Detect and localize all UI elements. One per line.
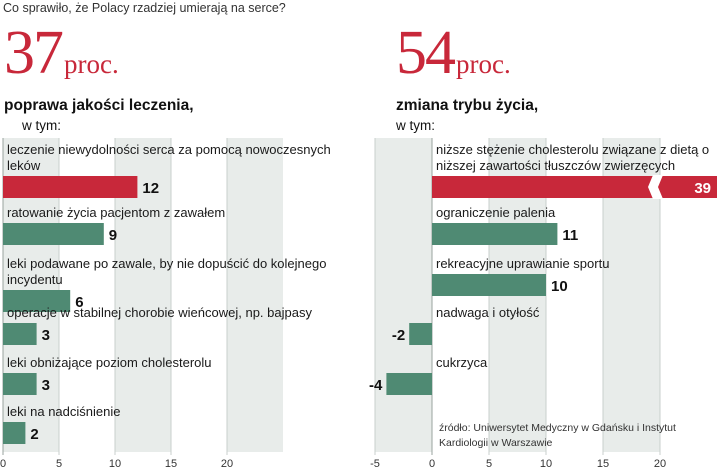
category-label-0-2: leki podawane po zawale, by nie dopuścić… bbox=[7, 256, 326, 287]
bar-0-4 bbox=[3, 373, 37, 395]
bar-0-1 bbox=[3, 223, 104, 245]
value-label-0-5: 2 bbox=[30, 426, 38, 443]
tick-label-0-0: 0 bbox=[0, 458, 6, 470]
category-label-1-4: cukrzyca bbox=[436, 355, 488, 370]
left-big-number-unit: proc. bbox=[64, 49, 119, 79]
tick-label-0-2: 10 bbox=[109, 458, 121, 470]
value-label-0-1: 9 bbox=[109, 227, 117, 244]
right-heading: zmiana trybu życia, bbox=[396, 97, 539, 114]
value-label-0-3: 3 bbox=[42, 327, 50, 344]
value-label-0-0: 12 bbox=[142, 180, 159, 197]
left-big-number-value: 37 bbox=[4, 19, 64, 87]
value-label-1-0: 39 bbox=[694, 180, 711, 197]
right-sub: w tym: bbox=[396, 118, 435, 133]
chart-question: Co sprawiło, że Polacy rzadziej umierają… bbox=[3, 1, 286, 15]
axis-break-1 bbox=[648, 175, 663, 199]
source-note: źródło: Uniwersytet Medyczny w Gdańsku i… bbox=[439, 422, 676, 450]
value-label-1-3: -2 bbox=[392, 327, 405, 344]
bar-1-0 bbox=[432, 176, 717, 198]
tick-label-0-1: 5 bbox=[56, 458, 62, 470]
bar-1-2 bbox=[432, 274, 546, 296]
value-label-1-1: 11 bbox=[562, 227, 578, 244]
tick-label-0-4: 20 bbox=[221, 458, 233, 470]
tick-label-1-3: 10 bbox=[540, 458, 552, 470]
grid-band-0-4 bbox=[227, 138, 283, 452]
bar-0-2 bbox=[3, 290, 71, 312]
tick-label-1-0: -5 bbox=[370, 458, 380, 470]
bar-0-3 bbox=[3, 323, 37, 345]
tick-label-1-2: 5 bbox=[486, 458, 492, 470]
bar-1-3 bbox=[409, 323, 432, 345]
left-sub: w tym: bbox=[22, 118, 61, 133]
right-big-number: 54proc. bbox=[396, 22, 511, 84]
category-label-0-1: ratowanie życia pacjentom z zawałem bbox=[7, 205, 225, 220]
grid-band-1-0 bbox=[375, 138, 432, 452]
value-label-1-4: -4 bbox=[369, 377, 383, 394]
category-label-0-3: operacje w stabilnej chorobie wieńcowej,… bbox=[7, 305, 312, 320]
tick-label-1-5: 20 bbox=[654, 458, 666, 470]
left-big-number: 37proc. bbox=[4, 22, 119, 84]
value-label-0-4: 3 bbox=[42, 377, 50, 394]
category-label-0-0: leczenie niewydolności serca za pomocą n… bbox=[7, 142, 331, 173]
value-label-1-2: 10 bbox=[551, 278, 568, 295]
category-label-0-4: leki obniżające poziom cholesterolu bbox=[7, 355, 212, 370]
bar-0-5 bbox=[3, 422, 26, 444]
tick-label-1-4: 15 bbox=[597, 458, 609, 470]
category-label-1-2: rekreacyjne uprawianie sportu bbox=[436, 256, 609, 271]
right-big-number-unit: proc. bbox=[456, 49, 511, 79]
right-big-number-value: 54 bbox=[396, 19, 456, 87]
category-label-1-0: niższe stężenie cholesterolu związane z … bbox=[436, 142, 709, 173]
value-label-0-2: 6 bbox=[75, 294, 83, 311]
bar-0-0 bbox=[3, 176, 138, 198]
category-label-1-1: ograniczenie palenia bbox=[436, 205, 556, 220]
bar-1-4 bbox=[386, 373, 432, 395]
left-heading: poprawa jakości leczenia, bbox=[4, 97, 194, 114]
tick-label-1-1: 0 bbox=[429, 458, 435, 470]
category-label-0-5: leki na nadciśnienie bbox=[7, 404, 120, 419]
category-label-1-3: nadwaga i otyłość bbox=[436, 305, 540, 320]
tick-label-0-3: 15 bbox=[165, 458, 177, 470]
bar-1-1 bbox=[432, 223, 558, 245]
